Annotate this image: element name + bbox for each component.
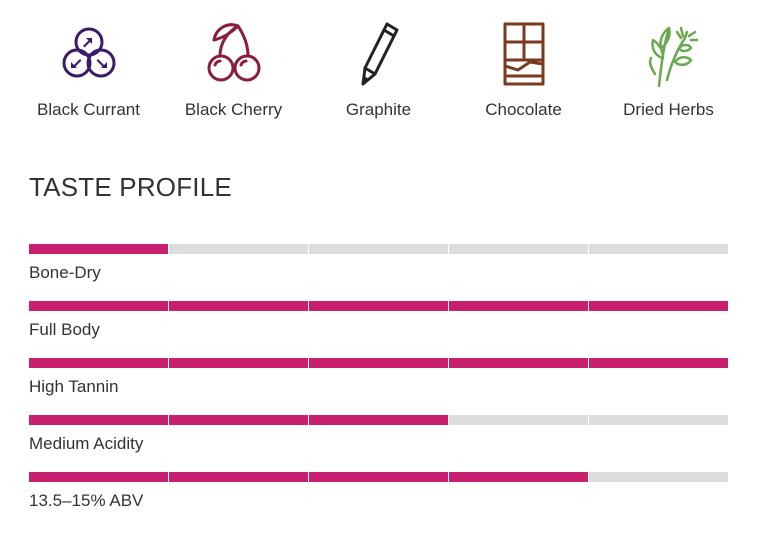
flavor-notes: Black Currant Black Cherry (16, 18, 741, 128)
flavor-note-dried-herbs: Dried Herbs (596, 18, 741, 128)
taste-level-segment (309, 301, 448, 311)
taste-profile-title: TASTE PROFILE (29, 172, 232, 202)
taste-level-segment (309, 358, 448, 368)
taste-level-segment (29, 301, 168, 311)
taste-level-segment (589, 472, 728, 482)
flavor-note-label: Chocolate (485, 100, 562, 119)
taste-trait-label: Medium Acidity (29, 434, 144, 453)
taste-level-segment (169, 472, 308, 482)
black-cherry-icon (207, 23, 260, 82)
dried-herbs-icon (648, 26, 698, 88)
taste-profile: Bone-Dry Full Body High Tannin Medium Acidi… (29, 244, 729, 529)
taste-level-segment (29, 358, 168, 368)
taste-trait-label: Full Body (29, 320, 100, 339)
taste-level-segment (309, 472, 448, 482)
taste-trait: Bone-Dry (29, 244, 729, 301)
flavor-note-label: Dried Herbs (623, 100, 714, 119)
flavor-note-label: Graphite (345, 100, 412, 119)
taste-level-bar (29, 415, 729, 425)
taste-trait-label: 13.5–15% ABV (29, 491, 144, 510)
taste-level-segment (169, 301, 308, 311)
taste-level-segment (29, 415, 168, 425)
chocolate-bar-icon (503, 22, 544, 86)
taste-trait: High Tannin (29, 358, 729, 415)
taste-level-segment (29, 244, 168, 254)
taste-level-segment (449, 244, 588, 254)
taste-level-segment (309, 415, 448, 425)
flavor-note-label: Black Cherry (184, 100, 283, 119)
taste-level-segment (449, 358, 588, 368)
black-currant-icon (62, 27, 115, 78)
taste-level-segment (169, 415, 308, 425)
taste-level-bar (29, 301, 729, 311)
taste-level-segment (449, 472, 588, 482)
taste-level-segment (309, 244, 448, 254)
flavor-note-black-cherry: Black Cherry (161, 18, 306, 128)
taste-level-segment (169, 358, 308, 368)
graphite-pencil-icon (361, 22, 398, 86)
taste-level-bar (29, 358, 729, 368)
taste-trait-label: High Tannin (29, 377, 119, 396)
taste-trait: Medium Acidity (29, 415, 729, 472)
taste-level-segment (589, 244, 728, 254)
taste-trait: Full Body (29, 301, 729, 358)
taste-trait: 13.5–15% ABV (29, 472, 729, 529)
taste-level-segment (29, 472, 168, 482)
taste-level-segment (589, 415, 728, 425)
taste-level-bar (29, 472, 729, 482)
flavor-note-graphite: Graphite (306, 18, 451, 128)
taste-trait-label: Bone-Dry (29, 263, 101, 282)
taste-level-segment (589, 358, 728, 368)
taste-level-segment (169, 244, 308, 254)
flavor-note-black-currant: Black Currant (16, 18, 161, 128)
flavor-note-chocolate: Chocolate (451, 18, 596, 128)
taste-level-segment (589, 301, 728, 311)
taste-level-bar (29, 244, 729, 254)
flavor-note-label: Black Currant (37, 100, 140, 119)
taste-level-segment (449, 301, 588, 311)
taste-level-segment (449, 415, 588, 425)
